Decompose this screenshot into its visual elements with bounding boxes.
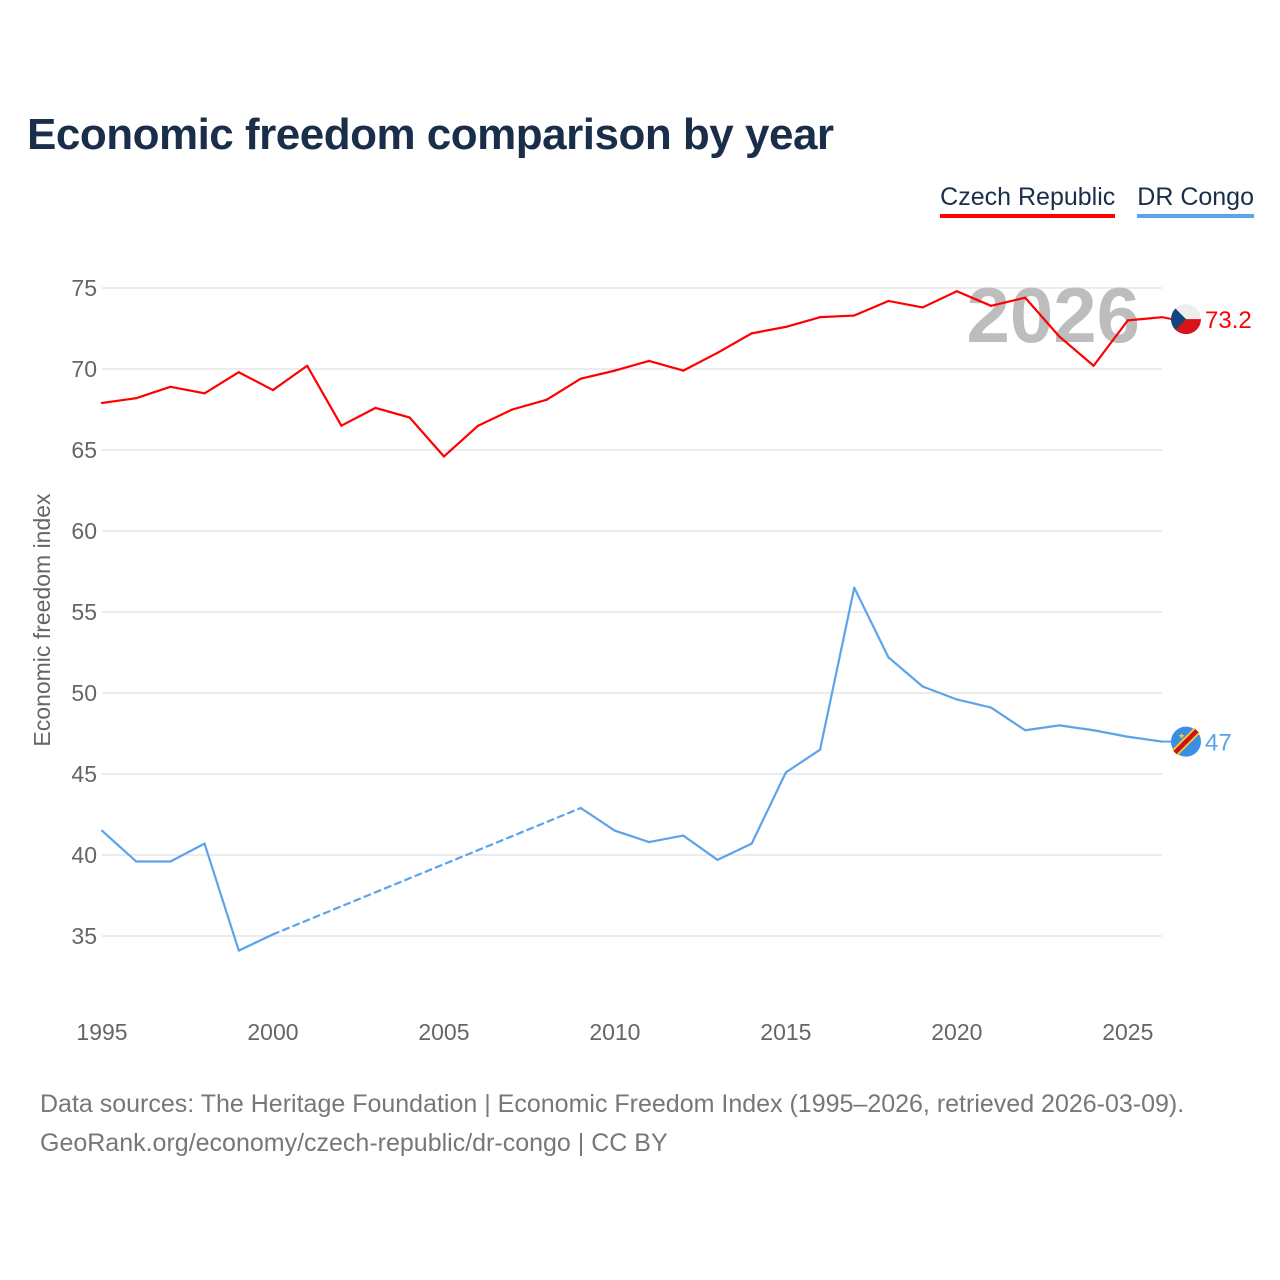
- line-segment-czech-republic: [340, 406, 377, 427]
- line-segment-dr-congo: [921, 685, 958, 701]
- line-segment-dr-congo: [989, 706, 1027, 732]
- line-segment-czech-republic: [989, 296, 1027, 307]
- line-segment-dr-congo: [237, 933, 275, 952]
- drc-flag-red: [1173, 729, 1199, 755]
- line-segment-czech-republic: [784, 316, 822, 328]
- line-segment-dr-congo: [1126, 735, 1164, 743]
- y-tick-label: 60: [71, 518, 97, 544]
- line-segment-czech-republic: [716, 332, 753, 354]
- line-segment-dr-congo: [1092, 729, 1129, 738]
- x-tick-label: 2010: [589, 1019, 640, 1045]
- y-tick-label: 75: [71, 275, 97, 301]
- line-segment-czech-republic: [613, 359, 651, 372]
- line-segment-czech-republic: [682, 351, 719, 372]
- x-tick-label: 2005: [418, 1019, 469, 1045]
- line-segment-czech-republic: [271, 364, 309, 392]
- line-segment-czech-republic: [374, 406, 411, 419]
- line-segment-dr-congo: [887, 656, 924, 688]
- drc-flag-star: ★: [1178, 732, 1185, 741]
- line-segment-czech-republic: [545, 377, 582, 401]
- x-tick-label: 1995: [76, 1019, 127, 1045]
- line-segment-dr-congo: [203, 842, 240, 952]
- line-segment-dr-congo: [784, 748, 822, 774]
- y-tick-label: 45: [71, 761, 97, 787]
- line-segment-dr-congo: [750, 771, 787, 845]
- line-segment-dr-congo: [818, 586, 856, 751]
- year-watermark: 2026: [966, 271, 1140, 359]
- end-connector: [1161, 316, 1173, 321]
- line-segment-dr-congo: [579, 806, 617, 832]
- line-segment-dr-congo: [682, 834, 719, 861]
- y-tick-label: 55: [71, 599, 97, 625]
- chart-title: Economic freedom comparison by year: [27, 110, 834, 159]
- line-segment-czech-republic: [306, 364, 343, 427]
- line-segment-dr-congo: [716, 842, 753, 861]
- source-text: Data sources: The Heritage Foundation | …: [40, 1090, 1185, 1118]
- line-segment-czech-republic: [203, 371, 240, 395]
- line-segment-czech-republic: [887, 299, 924, 309]
- y-tick-label: 70: [71, 356, 97, 382]
- line-segment-czech-republic: [135, 385, 172, 400]
- line-segment-czech-republic: [955, 290, 993, 307]
- x-tick-label: 2025: [1102, 1019, 1153, 1045]
- line-segment-dr-congo: [853, 586, 890, 659]
- line-segment-czech-republic: [511, 398, 548, 411]
- line-segment-czech-republic: [921, 290, 958, 309]
- line-segment-czech-republic: [1058, 335, 1095, 367]
- line-segment-czech-republic: [442, 424, 480, 458]
- line-segment-dr-congo: [613, 829, 651, 844]
- line-segment-czech-republic: [169, 385, 206, 395]
- line-segment-dr-congo: [1058, 724, 1095, 732]
- y-axis-label: Economic freedom index: [29, 493, 55, 747]
- line-segment-czech-republic: [1024, 296, 1061, 338]
- line-segment-czech-republic: [477, 408, 514, 427]
- line-segment-czech-republic: [237, 371, 275, 392]
- x-tick-label: 2015: [760, 1019, 811, 1045]
- line-segment-czech-republic: [818, 314, 856, 319]
- line-segment-czech-republic: [853, 299, 890, 317]
- y-tick-label: 65: [71, 437, 97, 463]
- y-tick-label: 35: [71, 923, 97, 949]
- line-segment-czech-republic: [1126, 316, 1164, 322]
- line-segment-czech-republic: [1092, 319, 1129, 367]
- line-segment-dr-congo: [647, 834, 685, 844]
- legend: Czech Republic DR Congo: [940, 183, 1254, 218]
- y-tick-label: 40: [71, 842, 97, 868]
- line-segment-dr-congo: [1024, 724, 1061, 732]
- line-segment-czech-republic: [750, 325, 787, 335]
- line-segment-czech-republic: [647, 359, 685, 372]
- legend-dr-congo[interactable]: DR Congo: [1137, 183, 1254, 218]
- line-segment-czech-republic: [100, 397, 138, 405]
- x-tick-label: 2000: [247, 1019, 298, 1045]
- end-value-label: 73.2: [1205, 307, 1252, 334]
- line-segment-dr-congo: [955, 698, 993, 709]
- legend-czech-republic[interactable]: Czech Republic: [940, 183, 1116, 218]
- y-tick-label: 50: [71, 680, 97, 706]
- x-tick-label: 2020: [931, 1019, 982, 1045]
- line-segment-czech-republic: [408, 416, 446, 458]
- source-link[interactable]: GeoRank.org/economy/czech-republic/dr-co…: [40, 1129, 668, 1157]
- czech-flag-blue: [1171, 308, 1186, 330]
- line-segment-dr-congo: [271, 806, 582, 936]
- line-segment-dr-congo: [100, 829, 138, 863]
- line-segment-dr-congo: [169, 842, 206, 863]
- end-value-label: 47: [1205, 730, 1232, 757]
- footer: Data sources: The Heritage Foundation | …: [40, 1085, 1184, 1163]
- line-segment-czech-republic: [579, 369, 617, 380]
